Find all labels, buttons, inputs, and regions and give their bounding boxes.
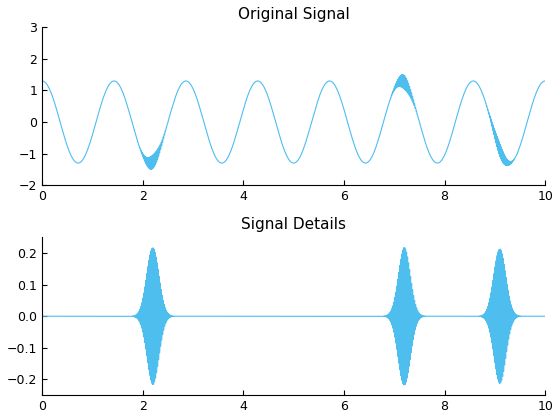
- Title: Original Signal: Original Signal: [238, 7, 349, 22]
- Title: Signal Details: Signal Details: [241, 217, 346, 232]
